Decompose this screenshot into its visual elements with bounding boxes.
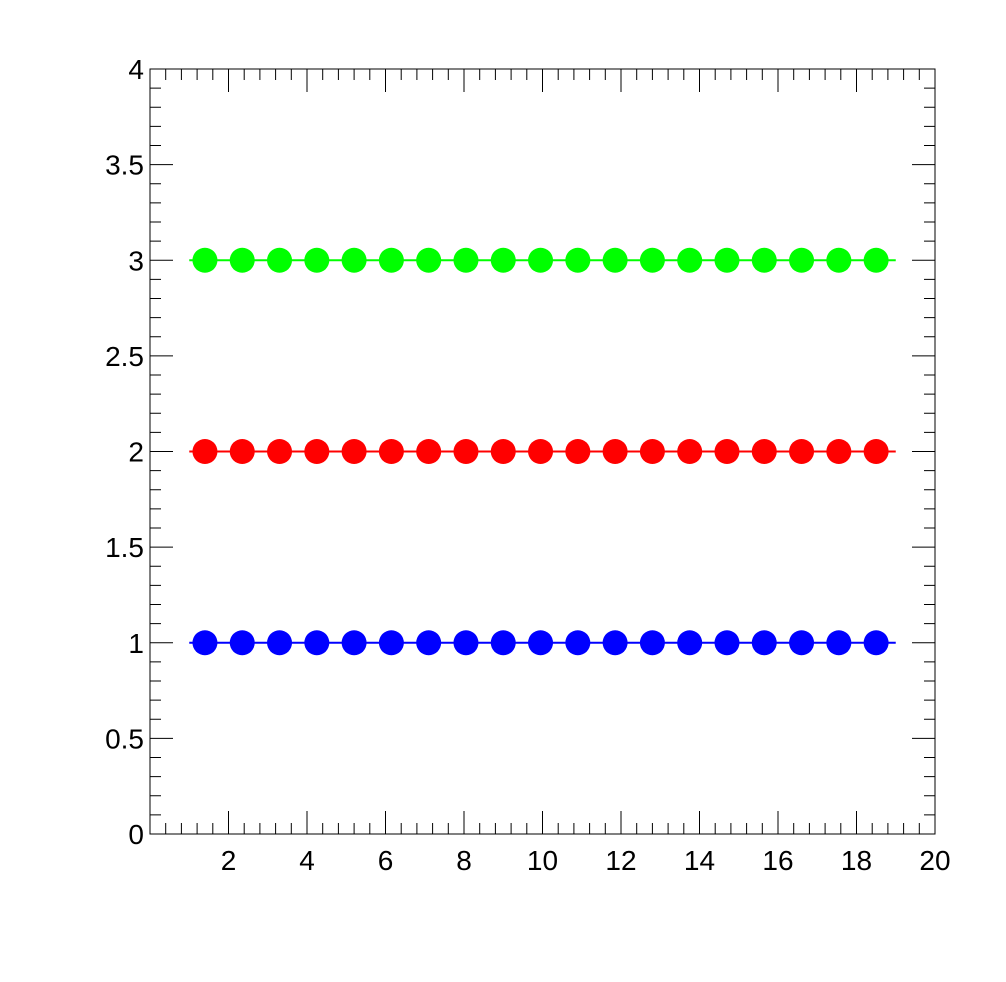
data-point (751, 439, 777, 464)
data-point (304, 247, 330, 273)
data-point (341, 630, 367, 656)
x-tick-label: 18 (841, 845, 872, 876)
tick-labels: 2 4 6 8 10 12 14 16 18 20 0 0.5 1 1.5 2 2.5 3 3.5 4 (105, 54, 951, 876)
data-point (267, 439, 293, 464)
data-point (528, 247, 554, 273)
data-point (416, 630, 442, 656)
data-point (602, 247, 628, 273)
plot-frame (149, 68, 936, 835)
data-point (341, 247, 367, 273)
data-point (602, 630, 628, 656)
data-point (789, 247, 815, 273)
data-point (192, 630, 218, 656)
data-point (416, 247, 442, 273)
data-point (267, 247, 293, 273)
data-point (639, 630, 665, 656)
series-0 (189, 247, 896, 273)
data-point (826, 247, 852, 273)
y-tick-label: 0.5 (105, 723, 144, 754)
x-tick-label: 16 (762, 845, 793, 876)
x-tick-label: 4 (299, 845, 315, 876)
data-point (565, 247, 591, 273)
data-point (229, 630, 255, 656)
data-point (602, 439, 628, 464)
data-point (751, 630, 777, 656)
y-tick-label: 2.5 (105, 341, 144, 372)
data-point (192, 439, 218, 464)
series-2 (189, 630, 896, 656)
data-point (304, 630, 330, 656)
data-point (378, 630, 404, 656)
data-point (677, 247, 703, 273)
data-point (863, 247, 889, 273)
y-tick-label: 1.5 (105, 532, 144, 563)
y-tick-label: 3 (128, 245, 144, 276)
y-tick-label: 2 (128, 437, 144, 468)
data-point (863, 630, 889, 656)
data-point (453, 630, 479, 656)
data-point (565, 630, 591, 656)
x-tick-label: 20 (919, 845, 950, 876)
data-point (789, 630, 815, 656)
x-tick-label: 2 (221, 845, 237, 876)
data-point (826, 439, 852, 464)
data-point (378, 439, 404, 464)
x-tick-label: 8 (456, 845, 472, 876)
data-point (192, 247, 218, 273)
data-point (789, 439, 815, 464)
data-point (229, 247, 255, 273)
data-point (714, 630, 740, 656)
data-point (677, 630, 703, 656)
data-point (490, 630, 516, 656)
data-point (229, 439, 255, 464)
x-tick-label: 12 (605, 845, 636, 876)
data-point (714, 247, 740, 273)
data-point (639, 247, 665, 273)
y-tick-label: 1 (128, 628, 144, 659)
data-point (453, 439, 479, 464)
data-point (267, 630, 293, 656)
data-point (639, 439, 665, 464)
data-point (528, 630, 554, 656)
data-point (863, 439, 889, 464)
data-point (565, 439, 591, 464)
y-tick-label: 4 (128, 54, 144, 85)
x-tick-label: 10 (527, 845, 558, 876)
data-point (304, 439, 330, 464)
x-tick-label: 6 (378, 845, 394, 876)
data-point (528, 439, 554, 464)
data-point (751, 247, 777, 273)
series-group (189, 247, 896, 656)
y-tick-label: 0 (128, 819, 144, 850)
y-tick-label: 3.5 (105, 150, 144, 181)
x-tick-label: 14 (684, 845, 715, 876)
data-point (416, 439, 442, 464)
data-point (490, 439, 516, 464)
data-point (490, 247, 516, 273)
data-point (677, 439, 703, 464)
data-point (453, 247, 479, 273)
data-point (341, 439, 367, 464)
data-point (826, 630, 852, 656)
data-point (714, 439, 740, 464)
series-1 (189, 439, 896, 464)
data-point (378, 247, 404, 273)
